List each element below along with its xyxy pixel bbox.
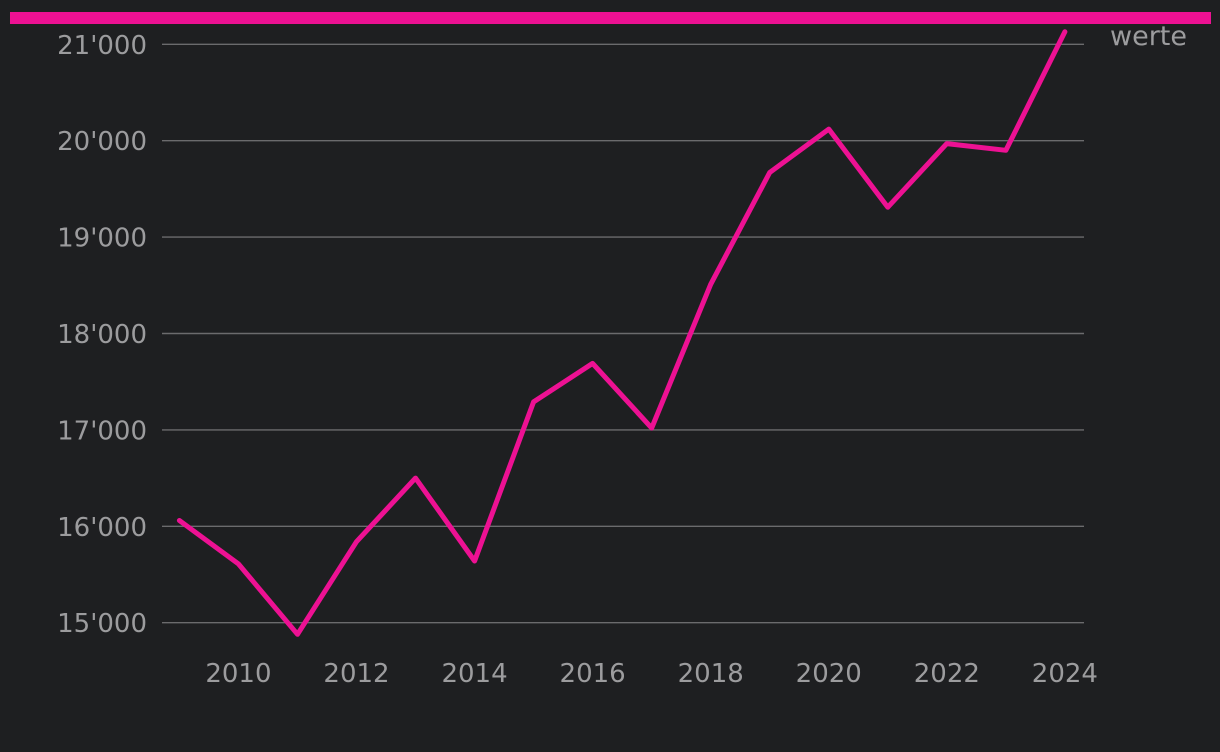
x-axis-tick-label: 2010 xyxy=(205,659,271,689)
x-axis-tick-label: 2016 xyxy=(560,659,626,689)
y-axis-tick-label: 20'000 xyxy=(57,127,147,157)
legend-item-werte[interactable]: werte xyxy=(1110,21,1187,52)
x-axis-tick-label: 2022 xyxy=(914,659,980,689)
series-line-werte xyxy=(176,29,1068,637)
y-axis-tick-label: 15'000 xyxy=(57,609,147,639)
x-axis-tick-label: 2020 xyxy=(796,659,862,689)
x-axis-tick-label: 2018 xyxy=(678,659,744,689)
y-axis-tick-label: 18'000 xyxy=(57,320,147,350)
y-axis-tick-label: 16'000 xyxy=(57,513,147,543)
x-axis-tick-label: 2024 xyxy=(1032,659,1098,689)
y-axis-tick-label: 21'000 xyxy=(57,31,147,61)
top-accent-bar xyxy=(10,12,1211,24)
x-axis-tick-label: 2012 xyxy=(323,659,389,689)
y-axis-tick-label: 17'000 xyxy=(57,416,147,446)
x-axis-tick-label: 2014 xyxy=(441,659,507,689)
y-axis-tick-label: 19'000 xyxy=(57,224,147,254)
